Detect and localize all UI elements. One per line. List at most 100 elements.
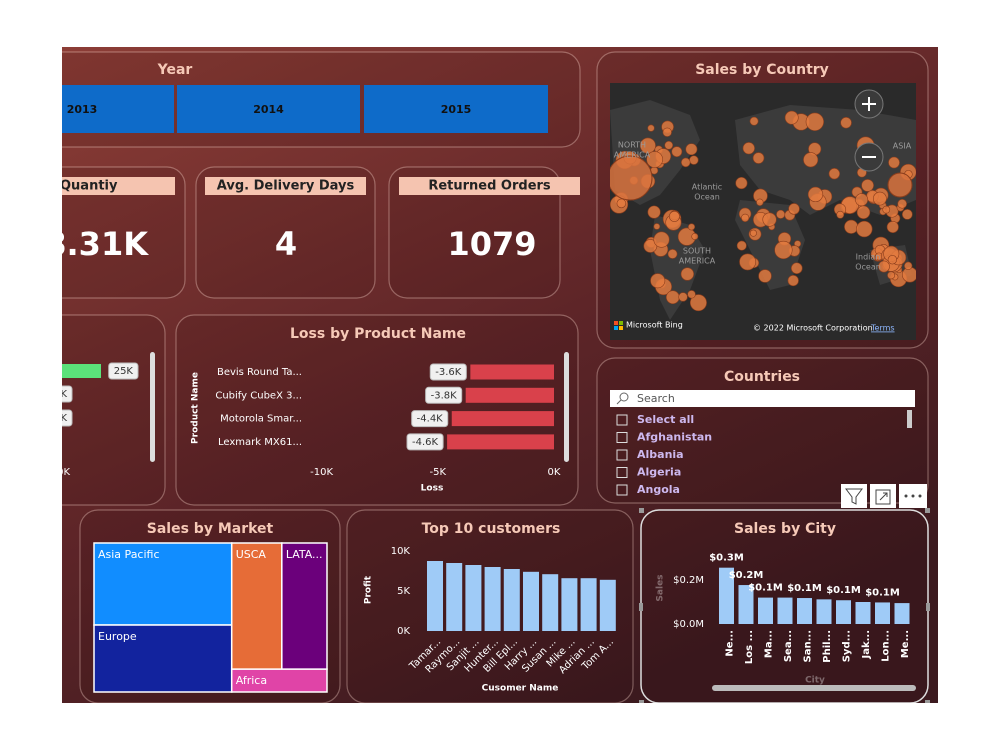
tile-label: LATA... bbox=[286, 548, 323, 561]
logo-square bbox=[614, 326, 618, 330]
y-tick-label: Motorola Smar... bbox=[220, 414, 302, 425]
checkbox[interactable] bbox=[616, 467, 628, 478]
chart-title: Top 10 customers bbox=[422, 521, 561, 537]
map-bubble bbox=[887, 255, 898, 265]
treemap-tile bbox=[281, 542, 328, 670]
map-label: Indian bbox=[856, 253, 881, 262]
y-axis-title: Profit bbox=[364, 575, 374, 604]
logo-square bbox=[614, 321, 618, 325]
map-bubble bbox=[803, 152, 819, 168]
bar bbox=[451, 411, 554, 427]
scrollbar[interactable] bbox=[564, 352, 569, 462]
logo-square bbox=[619, 326, 623, 330]
country-item[interactable]: Afghanistan bbox=[637, 431, 712, 444]
year-button[interactable] bbox=[20, 85, 174, 133]
map-bubbles bbox=[610, 110, 916, 312]
x-tick-label: -5K bbox=[430, 467, 447, 478]
map-bubble bbox=[689, 294, 707, 312]
map-terms[interactable]: Terms bbox=[870, 324, 895, 333]
checkbox[interactable] bbox=[616, 414, 628, 426]
data-label-bg bbox=[429, 363, 467, 381]
search-icon bbox=[619, 392, 629, 402]
year-button[interactable] bbox=[177, 85, 360, 133]
filter-icon bbox=[845, 488, 863, 505]
bar bbox=[894, 603, 910, 624]
chart-title: Sales by Market bbox=[147, 521, 274, 537]
bar bbox=[542, 574, 559, 631]
filter-button[interactable] bbox=[841, 484, 867, 508]
zoom-in-icon bbox=[862, 97, 876, 111]
card-title: Returned Orders bbox=[428, 179, 551, 194]
map-attribution: Microsoft Bing bbox=[626, 321, 683, 330]
map-bubble bbox=[749, 229, 757, 237]
tile-label: Europe bbox=[98, 630, 137, 643]
bar bbox=[470, 364, 554, 380]
treemap-tile bbox=[230, 668, 328, 693]
data-label: -4.6K bbox=[412, 437, 439, 448]
data-label-bg bbox=[108, 362, 139, 380]
handle bbox=[925, 508, 930, 513]
country-item[interactable]: Select all bbox=[637, 413, 694, 426]
card-value: 8.31K bbox=[44, 225, 149, 263]
map-label: Atlantic bbox=[692, 183, 722, 192]
y-tick-label: $0.0M bbox=[673, 619, 704, 630]
map-bubble bbox=[741, 213, 750, 222]
map-bubble bbox=[784, 110, 799, 125]
panel bbox=[175, 314, 579, 506]
handle bbox=[925, 700, 930, 703]
data-label-bg bbox=[425, 386, 463, 404]
panel bbox=[388, 166, 561, 299]
treemap-tile bbox=[230, 542, 283, 670]
x-tick-label: San... bbox=[803, 630, 814, 662]
country-item[interactable]: Albania bbox=[637, 448, 684, 461]
scrollbar[interactable] bbox=[712, 685, 916, 691]
y-tick-label: 0K bbox=[397, 626, 410, 637]
map-bubble bbox=[776, 209, 786, 219]
map-bubble bbox=[680, 267, 694, 281]
bar bbox=[758, 597, 773, 624]
bar bbox=[738, 585, 754, 624]
bar bbox=[777, 597, 793, 624]
country-item[interactable]: Angola bbox=[637, 483, 680, 496]
country-list: Select all Afghanistan Albania Algeria Angol… bbox=[616, 413, 712, 496]
year-button[interactable] bbox=[364, 85, 548, 133]
x-tick-label: Ne... bbox=[725, 630, 736, 657]
bar bbox=[719, 567, 734, 624]
bar bbox=[836, 600, 851, 624]
more-icon bbox=[904, 494, 922, 498]
country-item[interactable]: Algeria bbox=[637, 466, 681, 479]
search-box[interactable] bbox=[610, 390, 915, 407]
card-title: Avg. Delivery Days bbox=[217, 179, 355, 194]
search-placeholder: Search bbox=[637, 392, 675, 405]
x-tick-label: Jak... bbox=[861, 630, 872, 660]
bing-logo bbox=[614, 321, 623, 330]
tile-label: Asia Pacific bbox=[98, 548, 160, 561]
data-label: -3.8K bbox=[431, 390, 458, 401]
bar bbox=[599, 579, 616, 631]
map-bubble bbox=[647, 124, 655, 132]
data-label-bg bbox=[62, 385, 73, 403]
map-bubble bbox=[653, 223, 661, 230]
map-label: AMERICA bbox=[614, 151, 651, 160]
x-tick-label: Los ... bbox=[744, 630, 755, 664]
x-tick-label: 0K bbox=[548, 467, 561, 478]
handle bbox=[639, 700, 644, 703]
scrollbar[interactable] bbox=[150, 352, 155, 462]
bar bbox=[523, 571, 539, 631]
scrollbar[interactable] bbox=[907, 410, 912, 428]
checkbox[interactable] bbox=[616, 449, 628, 461]
content: Microsoft Bing © 2022 Microsoft Corporat… bbox=[20, 51, 930, 703]
checkbox[interactable] bbox=[616, 484, 628, 496]
map-bubble bbox=[685, 143, 698, 156]
treemap-tile bbox=[93, 624, 233, 693]
checkbox[interactable] bbox=[616, 432, 628, 443]
card-value: 1079 bbox=[447, 225, 536, 263]
panel bbox=[195, 166, 376, 299]
x-tick-label: Phil... bbox=[822, 630, 833, 663]
map-label: NORTH bbox=[618, 141, 646, 150]
x-axis-title: Loss bbox=[421, 484, 444, 494]
data-label: -3.6K bbox=[435, 367, 462, 378]
map-bubble bbox=[878, 260, 890, 273]
bar bbox=[484, 567, 501, 631]
map-bubble bbox=[616, 198, 627, 209]
